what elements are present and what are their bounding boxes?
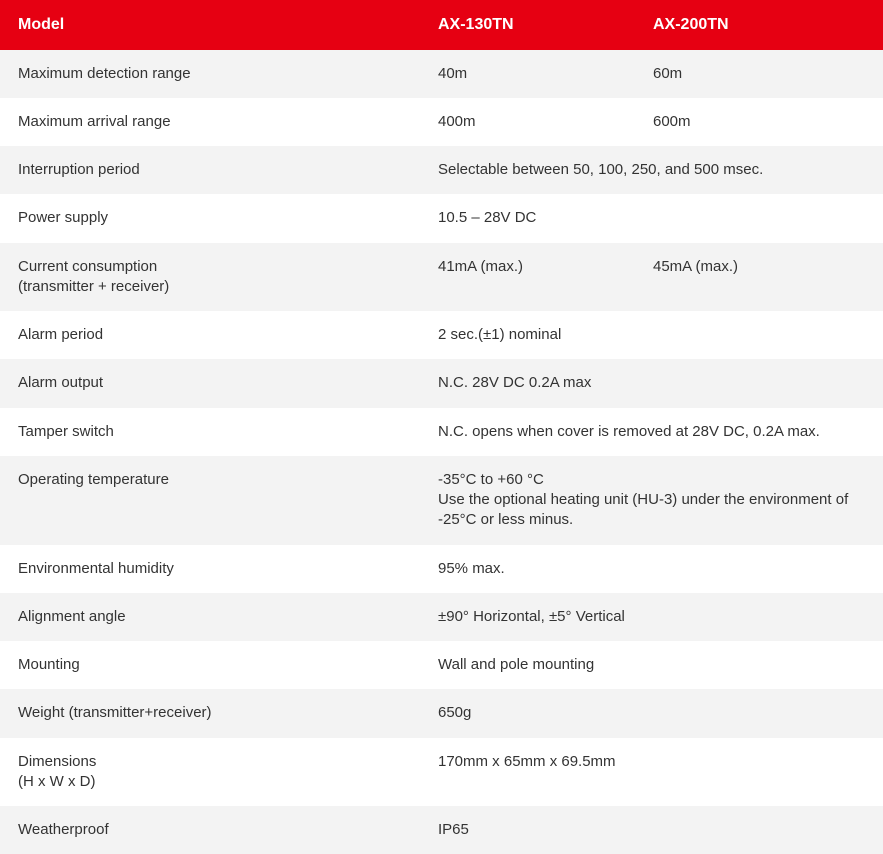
table-row: Interruption period Selectable between 5…	[0, 146, 883, 194]
table-row: Weatherproof IP65	[0, 806, 883, 854]
row-value-line1: -35°C to +60 °C	[438, 470, 865, 490]
table-row: Power supply 10.5 – 28V DC	[0, 194, 883, 242]
row-value-span: 170mm x 65mm x 69.5mm	[420, 738, 883, 807]
row-label-line2: (H x W x D)	[18, 772, 402, 792]
row-label: Power supply	[0, 194, 420, 242]
row-value-2: 60m	[635, 50, 883, 98]
row-label: Maximum detection range	[0, 50, 420, 98]
table-row: Dimensions (H x W x D) 170mm x 65mm x 69…	[0, 738, 883, 807]
row-label: Mounting	[0, 641, 420, 689]
row-label-line1: Current consumption	[18, 257, 402, 277]
row-value-1: 400m	[420, 98, 635, 146]
table-row: Current consumption (transmitter + recei…	[0, 243, 883, 312]
table-row: Alarm period 2 sec.(±1) nominal	[0, 311, 883, 359]
table-row: Mounting Wall and pole mounting	[0, 641, 883, 689]
table-row: Tamper switch N.C. opens when cover is r…	[0, 408, 883, 456]
row-label-line1: Dimensions	[18, 752, 402, 772]
row-label: Weight (transmitter+receiver)	[0, 689, 420, 737]
row-value-span: N.C. 28V DC 0.2A max	[420, 359, 883, 407]
row-value-line2: Use the optional heating unit (HU-3) und…	[438, 490, 865, 531]
row-value-span: ±90° Horizontal, ±5° Vertical	[420, 593, 883, 641]
row-label: Tamper switch	[0, 408, 420, 456]
row-value-span: IP65	[420, 806, 883, 854]
header-model-2: AX-200TN	[635, 0, 883, 50]
spec-table: Model AX-130TN AX-200TN Maximum detectio…	[0, 0, 883, 854]
row-label-line2: (transmitter + receiver)	[18, 277, 402, 297]
row-value-span: -35°C to +60 °C Use the optional heating…	[420, 456, 883, 545]
row-value-1: 41mA (max.)	[420, 243, 635, 312]
row-label: Current consumption (transmitter + recei…	[0, 243, 420, 312]
table-row: Maximum detection range 40m 60m	[0, 50, 883, 98]
row-label: Interruption period	[0, 146, 420, 194]
row-value-span: Wall and pole mounting	[420, 641, 883, 689]
header-row: Model AX-130TN AX-200TN	[0, 0, 883, 50]
table-row: Alignment angle ±90° Horizontal, ±5° Ver…	[0, 593, 883, 641]
row-label: Alarm period	[0, 311, 420, 359]
row-value-span: 2 sec.(±1) nominal	[420, 311, 883, 359]
row-label: Alignment angle	[0, 593, 420, 641]
row-value-span: 650g	[420, 689, 883, 737]
row-label: Maximum arrival range	[0, 98, 420, 146]
row-value-1: 40m	[420, 50, 635, 98]
row-value-span: Selectable between 50, 100, 250, and 500…	[420, 146, 883, 194]
row-value-span: 10.5 – 28V DC	[420, 194, 883, 242]
header-label: Model	[0, 0, 420, 50]
row-value-span: N.C. opens when cover is removed at 28V …	[420, 408, 883, 456]
row-value-span: 95% max.	[420, 545, 883, 593]
table-row: Weight (transmitter+receiver) 650g	[0, 689, 883, 737]
row-value-2: 600m	[635, 98, 883, 146]
table-row: Maximum arrival range 400m 600m	[0, 98, 883, 146]
row-label: Alarm output	[0, 359, 420, 407]
row-label: Dimensions (H x W x D)	[0, 738, 420, 807]
header-model-1: AX-130TN	[420, 0, 635, 50]
row-value-2: 45mA (max.)	[635, 243, 883, 312]
table-row: Environmental humidity 95% max.	[0, 545, 883, 593]
row-label: Environmental humidity	[0, 545, 420, 593]
row-label: Weatherproof	[0, 806, 420, 854]
row-label: Operating temperature	[0, 456, 420, 545]
table-row: Alarm output N.C. 28V DC 0.2A max	[0, 359, 883, 407]
table-row: Operating temperature -35°C to +60 °C Us…	[0, 456, 883, 545]
